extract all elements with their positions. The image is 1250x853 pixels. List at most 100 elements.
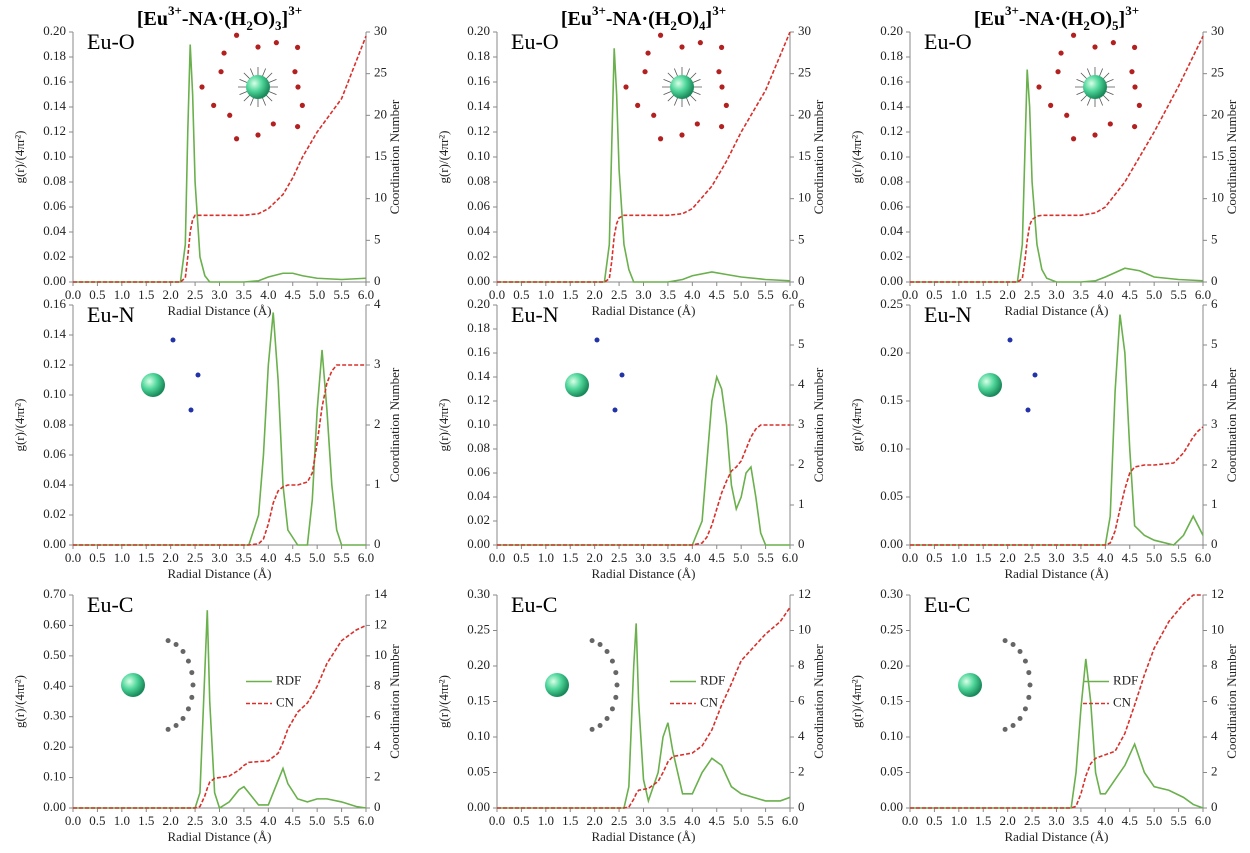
title-part: 3+ [1005,3,1019,18]
legend-label: CN [1113,694,1132,709]
y-axis-label: g(r)/(4πr²) [12,130,27,183]
y-tick-label: 0.04 [467,488,490,503]
y-axis-label: g(r)/(4πr²) [436,130,451,183]
x-tick-label: 0.5 [89,550,105,565]
y2-tick-label: 0 [1211,799,1218,814]
atom [1107,121,1113,127]
molecule-inset [545,638,620,732]
cn-line [910,594,1203,809]
y-tick-label: 0.10 [880,728,903,743]
y2-tick-label: 10 [798,621,811,636]
y2-axis-label: Coordination Number [387,99,402,214]
molecule-inset [199,32,305,142]
x-tick-label: 0.5 [926,550,942,565]
x-tick-label: 6.0 [1195,813,1211,828]
x-tick-label: 2.0 [1000,550,1016,565]
x-axis-label: Radial Distance (Å) [1005,829,1109,844]
atom [651,112,657,118]
y-tick-label: 0.08 [880,173,903,188]
y-tick-label: 0.12 [467,392,490,407]
rdf-line [910,658,1204,809]
molecule-inset [565,337,625,413]
y-tick-label: 0.00 [467,273,490,288]
column-title: [Eu3+-NA·(H2O)4]3+ [561,3,726,33]
cn-line [497,424,790,546]
y2-tick-label: 1 [798,496,805,511]
x-tick-label: 1.5 [562,550,578,565]
y2-tick-label: 6 [1211,692,1218,707]
atom [679,132,685,138]
x-tick-label: 2.5 [187,287,203,302]
y2-tick-label: 0 [798,536,805,551]
y2-tick-label: 15 [1211,148,1224,163]
y-axis-label: g(r)/(4πr²) [12,675,27,728]
y2-tick-label: 6 [798,692,805,707]
y-tick-label: 0.16 [880,73,903,88]
x-tick-label: 2.5 [187,550,203,565]
atom [189,694,195,700]
y-tick-label: 0.30 [43,708,66,723]
atom [1131,123,1138,130]
column-title: [Eu3+-NA·(H2O)3]3+ [137,3,302,33]
eu-atom [545,673,569,697]
x-tick-label: 5.5 [757,287,773,302]
y2-tick-label: 6 [374,708,381,723]
y-tick-label: 0.20 [43,738,66,753]
y2-tick-label: 20 [374,106,387,121]
panel-label: Eu-N [924,302,972,327]
y-tick-label: 0.02 [43,248,66,263]
y-tick-label: 0.20 [880,657,903,672]
y2-tick-label: 25 [374,65,387,80]
atom [173,723,179,729]
atom [1002,638,1008,644]
atom [1027,682,1033,688]
title-part: 3+ [168,3,182,18]
x-tick-label: 4.0 [684,813,700,828]
atom [273,40,279,46]
atom [255,132,261,138]
y-tick-label: 0.10 [43,386,66,401]
x-tick-label: 5.5 [1170,287,1186,302]
x-tick-label: 0.0 [902,813,918,828]
molecule-inset [958,638,1033,732]
title-part: 4 [699,18,706,33]
y2-tick-label: 0 [374,799,381,814]
atom [292,69,298,75]
atom [1022,706,1028,712]
y2-axis-label: Coordination Number [387,644,402,759]
y2-tick-label: 4 [798,376,805,391]
x-axis-label: Radial Distance (Å) [168,829,272,844]
y2-tick-label: 25 [1211,65,1224,80]
x-tick-label: 5.5 [1170,813,1186,828]
x-tick-label: 3.5 [1073,813,1089,828]
atom [619,372,625,378]
atom [233,136,240,142]
rdf-line [497,48,791,283]
y2-tick-label: 12 [798,586,811,601]
title-part: ] [706,8,713,30]
x-tick-label: 5.5 [757,550,773,565]
y-tick-label: 0.04 [43,223,66,238]
x-tick-label: 0.0 [489,550,505,565]
x-tick-label: 2.0 [1000,813,1016,828]
y-tick-label: 0.18 [43,48,66,63]
molecule-inset [141,337,201,413]
x-tick-label: 5.0 [1146,550,1162,565]
y2-tick-label: 3 [374,356,381,371]
atom [1092,132,1098,138]
rdf-line [910,314,1204,546]
cn-line [73,364,366,546]
atom [589,726,595,732]
x-tick-label: 5.5 [757,813,773,828]
y2-tick-label: 0 [374,273,381,288]
y2-tick-label: 15 [798,148,811,163]
title-part: 3+ [592,3,606,18]
atom [211,102,217,108]
y-axis-label: g(r)/(4πr²) [849,675,864,728]
y-tick-label: 0.12 [43,356,66,371]
x-tick-label: 3.5 [660,550,676,565]
x-tick-label: 3.5 [236,287,252,302]
y-tick-label: 0.25 [880,296,903,311]
y2-tick-label: 0 [798,273,805,288]
y-tick-label: 0.16 [43,73,66,88]
